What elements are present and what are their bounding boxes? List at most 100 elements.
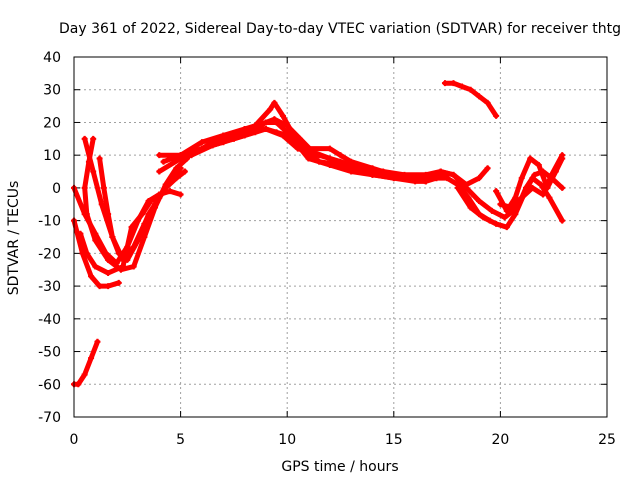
data-point — [152, 204, 159, 211]
data-point — [305, 155, 312, 162]
data-point — [476, 93, 483, 100]
data-point — [90, 135, 97, 142]
data-point — [559, 184, 566, 191]
data-point — [271, 99, 278, 106]
data-point — [493, 188, 500, 195]
data-point — [271, 116, 278, 123]
data-point — [83, 211, 90, 218]
data-point — [96, 155, 103, 162]
data-point — [559, 217, 566, 224]
data-point — [230, 135, 237, 142]
y-tick-label: -30 — [38, 279, 61, 295]
data-point — [437, 168, 444, 175]
data-point — [85, 158, 92, 165]
y-tick-label: -10 — [38, 214, 61, 230]
x-tick-label: 20 — [491, 432, 509, 448]
data-point — [422, 175, 429, 182]
data-point — [467, 86, 474, 93]
data-point — [92, 263, 99, 270]
data-point — [454, 184, 461, 191]
data-point — [497, 201, 504, 208]
data-point — [198, 139, 205, 146]
series-arc-late-top — [441, 80, 500, 119]
y-tick-label: 40 — [43, 50, 61, 66]
data-point — [559, 152, 566, 159]
data-point — [81, 371, 88, 378]
data-point — [441, 80, 448, 87]
data-point — [94, 338, 101, 345]
data-point — [316, 158, 323, 165]
data-point — [173, 165, 180, 172]
x-tick-label: 15 — [385, 432, 403, 448]
grid — [74, 57, 607, 417]
series-arc-a — [71, 217, 122, 290]
data-point — [326, 145, 333, 152]
data-point — [177, 191, 184, 198]
x-tick-label: 5 — [176, 432, 185, 448]
data-point — [77, 230, 84, 237]
series-arc-early-rise — [71, 338, 101, 388]
data-point — [518, 175, 525, 182]
data-point — [81, 135, 88, 142]
data-point — [512, 194, 519, 201]
data-point — [156, 152, 163, 159]
y-tick-label: -40 — [38, 312, 61, 328]
data-point — [262, 119, 269, 126]
data-point — [503, 224, 510, 231]
data-point — [209, 142, 216, 149]
y-tick-label: 30 — [43, 83, 61, 99]
data-point — [484, 165, 491, 172]
data-point — [177, 152, 184, 159]
data-point — [512, 211, 519, 218]
data-point — [480, 214, 487, 221]
axis-ticks: 0 5 10 15 20 25 -70 -60 -50 -40 -30 -20 -10 0 10 20 30 40 — [38, 50, 616, 448]
y-tick-label: 0 — [52, 181, 61, 197]
data-point — [529, 184, 536, 191]
data-point — [160, 158, 167, 165]
data-point — [493, 220, 500, 227]
data-point — [508, 204, 515, 211]
y-tick-label: 10 — [43, 148, 61, 164]
data-point — [337, 158, 344, 165]
series-line — [167, 100, 429, 184]
data-point — [358, 165, 365, 172]
data-point — [115, 250, 122, 257]
x-tick-label: 0 — [70, 432, 79, 448]
data-point — [162, 181, 169, 188]
data-point — [147, 198, 154, 204]
data-point — [166, 188, 173, 195]
data-point — [98, 201, 105, 208]
series-arc-f — [77, 191, 163, 276]
y-tick-label: -20 — [38, 246, 61, 262]
data-point — [450, 80, 457, 87]
data-point — [467, 204, 474, 211]
x-axis-label: GPS time / hours — [281, 459, 398, 475]
data-point — [88, 355, 95, 362]
data-point — [501, 214, 508, 221]
data-point — [96, 283, 103, 290]
data-point — [294, 145, 301, 152]
data-point — [484, 99, 491, 106]
data-point — [401, 175, 408, 182]
data-point — [463, 184, 470, 191]
data-point — [128, 224, 135, 231]
data-point — [548, 171, 555, 178]
data-point — [75, 381, 82, 388]
data-point — [546, 194, 553, 201]
data-point — [518, 194, 525, 201]
data-point — [100, 184, 107, 191]
data-point — [130, 263, 137, 270]
data-point — [279, 132, 286, 139]
data-point — [81, 184, 88, 191]
data-point — [109, 234, 116, 240]
data-point — [83, 250, 90, 257]
data-point — [188, 152, 195, 159]
data-point — [92, 237, 99, 244]
y-tick-label: 20 — [43, 115, 61, 131]
data-point — [540, 191, 547, 198]
data-point — [139, 211, 146, 218]
y-tick-label: -50 — [38, 345, 61, 361]
data-point — [105, 283, 112, 290]
data-point — [120, 263, 127, 270]
data-point — [488, 207, 495, 214]
